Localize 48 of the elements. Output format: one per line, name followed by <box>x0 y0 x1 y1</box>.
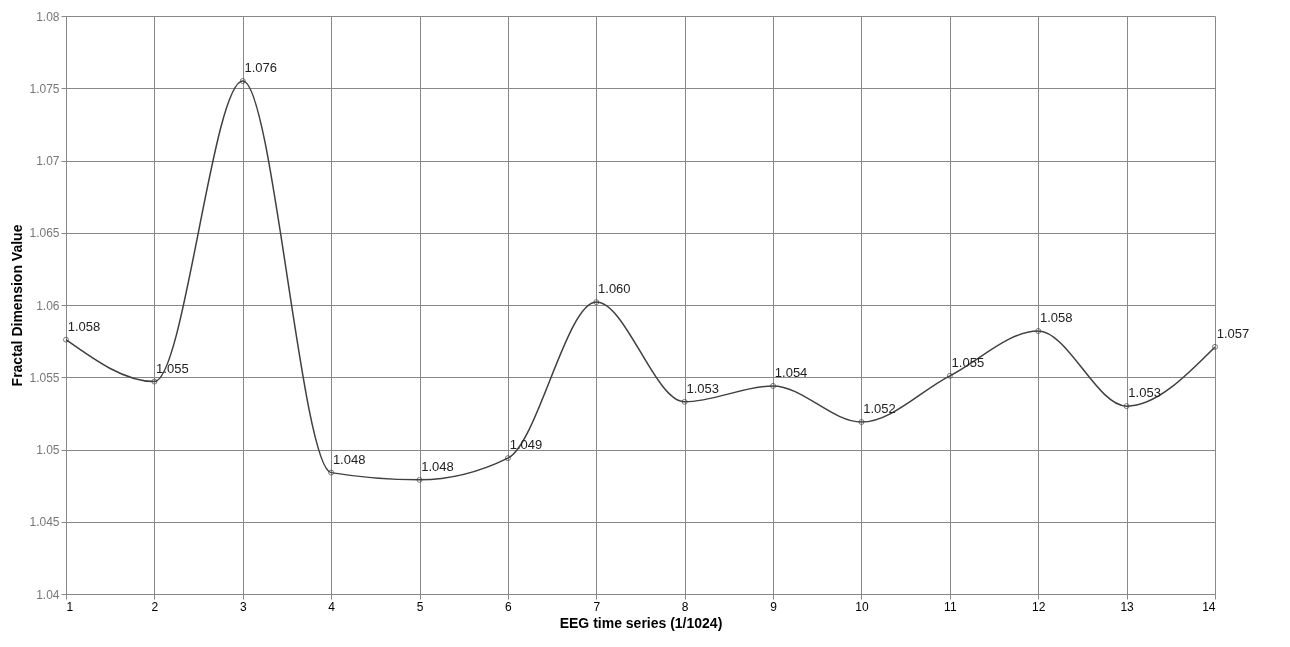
y-tick-label: 1.075 <box>29 81 60 96</box>
x-tick-label: 12 <box>1032 599 1046 614</box>
point <box>416 476 423 483</box>
data-label: 1.052 <box>863 401 896 417</box>
point <box>593 299 600 306</box>
point <box>239 78 246 85</box>
x-tick-label: 11 <box>944 599 957 614</box>
point <box>151 378 158 385</box>
x-tick-label: 1 <box>66 599 74 614</box>
data-label: 1.054 <box>774 364 808 380</box>
data-label: 1.053 <box>1128 385 1161 401</box>
point <box>504 455 511 462</box>
x-tick-label: 10 <box>855 599 869 614</box>
point <box>1123 403 1130 410</box>
data-label: 1.058 <box>67 318 101 334</box>
x-tick-label: 2 <box>151 599 159 614</box>
x-tick-label: 5 <box>416 599 424 614</box>
x-tick-label: 4 <box>328 599 336 614</box>
x-tick-label: 9 <box>770 599 778 614</box>
data-label: 1.060 <box>598 281 631 297</box>
y-tick-label: 1.055 <box>29 370 60 385</box>
data-label: 1.057 <box>1216 325 1250 341</box>
y-tick-label: 1.06 <box>36 298 60 313</box>
data-label: 1.076 <box>244 60 278 76</box>
x-axis-title: EEG time series (1/1024) <box>559 614 723 631</box>
point <box>1035 328 1042 335</box>
point <box>328 469 335 476</box>
point <box>858 419 865 426</box>
y-tick-label: 1.08 <box>36 9 60 24</box>
x-tick-label: 6 <box>505 599 513 614</box>
data-label: 1.058 <box>1039 310 1073 326</box>
data-label: 1.048 <box>421 458 454 474</box>
data-label: 1.048 <box>332 451 366 467</box>
x-tick-label: 14 <box>1202 599 1216 614</box>
y-tick-label: 1.065 <box>29 226 60 241</box>
y-tick-label: 1.04 <box>36 587 60 602</box>
point <box>681 398 688 405</box>
y-tick-label: 1.05 <box>36 443 60 457</box>
x-tick-label: 8 <box>681 599 689 614</box>
point <box>770 382 777 389</box>
x-tick-label: 3 <box>239 599 247 614</box>
x-tick-label: 13 <box>1120 599 1135 614</box>
y-tick-label: 1.07 <box>36 154 60 168</box>
y-tick-label: 1.045 <box>29 515 60 530</box>
point <box>946 372 953 379</box>
x-tick-label: 7 <box>593 599 601 614</box>
y-axis-title: Fractal Dimension Value <box>9 224 26 387</box>
data-label: 1.053 <box>686 380 719 396</box>
